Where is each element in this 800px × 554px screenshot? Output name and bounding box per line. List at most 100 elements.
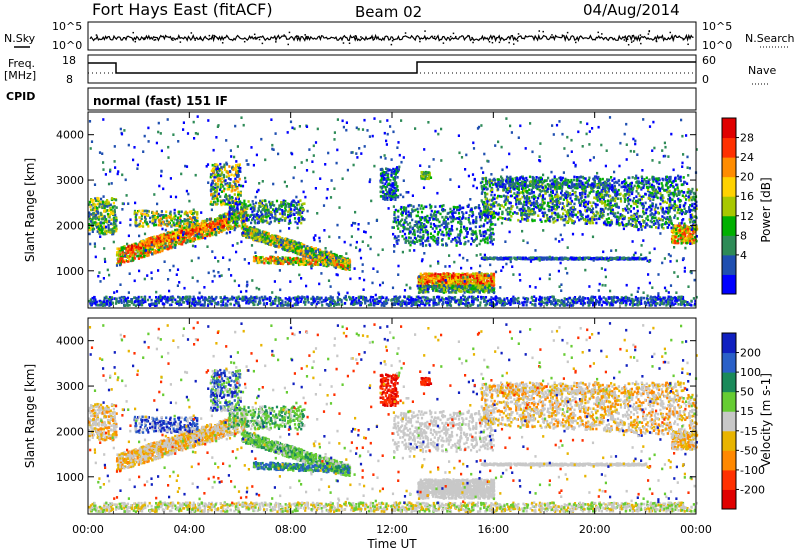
power-cell [189, 226, 192, 230]
power-cell [552, 299, 555, 303]
power-cell [110, 218, 113, 221]
power-cell [168, 303, 172, 307]
power-cell [235, 300, 238, 304]
power-cell [142, 225, 145, 228]
power-cell [205, 297, 208, 301]
power-cell [230, 173, 233, 177]
power-cell [154, 302, 157, 305]
power-cell [616, 296, 619, 300]
power-cell [516, 300, 519, 303]
power-cell [683, 304, 686, 307]
power-cell [291, 249, 294, 253]
power-cell [88, 228, 91, 232]
power-cell [380, 304, 383, 307]
power-cell [238, 200, 242, 204]
power-cell [174, 214, 177, 218]
power-cell [494, 296, 497, 299]
power-cell [216, 197, 219, 201]
power-cell [145, 222, 148, 226]
power-cell [135, 254, 138, 258]
power-cell [249, 203, 252, 207]
power-cell [672, 303, 675, 307]
power-cell [350, 302, 353, 305]
power-cell [663, 301, 666, 305]
power-cell [361, 298, 364, 301]
power-cell [140, 251, 143, 255]
power-cell [640, 296, 643, 300]
power-cell [268, 235, 271, 238]
power-cell [91, 200, 94, 203]
power-cell [113, 230, 116, 233]
power-cell [508, 299, 511, 303]
nsky-tick-top: 10^5 [52, 20, 82, 33]
power-cell [281, 218, 284, 222]
power-cell [253, 259, 256, 263]
power-cell [320, 296, 323, 300]
power-cell [681, 300, 684, 304]
power-cell [227, 221, 230, 224]
power-cell [511, 297, 514, 300]
power-cell [107, 228, 110, 232]
power-cell [129, 250, 132, 254]
power-cell [112, 223, 115, 226]
power-cell [414, 303, 417, 306]
power-cell [168, 216, 172, 219]
power-cell [261, 204, 264, 207]
power-cell [148, 295, 151, 299]
power-cell [211, 163, 214, 167]
nsearch-dot [208, 34, 211, 37]
nsearch-dot [143, 37, 146, 39]
power-cell [358, 299, 361, 302]
power-cell [282, 245, 285, 249]
power-cell [94, 217, 97, 220]
power-cell [226, 224, 229, 228]
nsearch-dot [449, 35, 452, 38]
power-cell [123, 299, 126, 303]
power-cell [693, 302, 697, 306]
power-cell [293, 298, 296, 301]
power-cell [107, 230, 110, 234]
power-cell [154, 236, 157, 240]
power-cell [180, 210, 183, 214]
power-cell [526, 300, 529, 303]
power-cell [96, 202, 100, 206]
power-cell [333, 264, 337, 267]
power-cell [191, 228, 194, 231]
power-cell [318, 259, 321, 263]
power-cell [647, 301, 650, 304]
power-cell [155, 296, 158, 299]
power-cell [140, 239, 143, 243]
beam-label: Beam 02 [355, 3, 422, 21]
power-cell [624, 303, 627, 307]
power-cell [461, 302, 465, 305]
power-cell [213, 299, 216, 302]
power-cell [322, 299, 325, 302]
power-cell [115, 227, 118, 231]
power-cell [96, 230, 99, 233]
power-cell [233, 208, 236, 212]
power-cell [194, 300, 197, 303]
power-cell [174, 240, 177, 243]
power-cell [88, 232, 91, 236]
power-cell [236, 225, 240, 228]
power-cell [154, 242, 157, 245]
power-cell [103, 216, 107, 219]
power-cell [156, 298, 159, 301]
power-cell [198, 302, 201, 305]
power-cell [96, 210, 99, 214]
power-cell [126, 256, 129, 259]
power-cell [310, 302, 313, 305]
power-cell [181, 220, 184, 223]
power-cell [123, 259, 126, 262]
power-cell [183, 240, 186, 243]
power-cell [121, 250, 124, 254]
power-cell [228, 224, 231, 227]
power-cell [415, 302, 418, 306]
power-cell [681, 303, 684, 306]
power-cell [554, 304, 557, 307]
power-cell [472, 302, 475, 306]
power-cell [671, 299, 674, 302]
power-cell [599, 300, 602, 304]
power-cell [432, 295, 435, 299]
power-cell [101, 226, 104, 229]
